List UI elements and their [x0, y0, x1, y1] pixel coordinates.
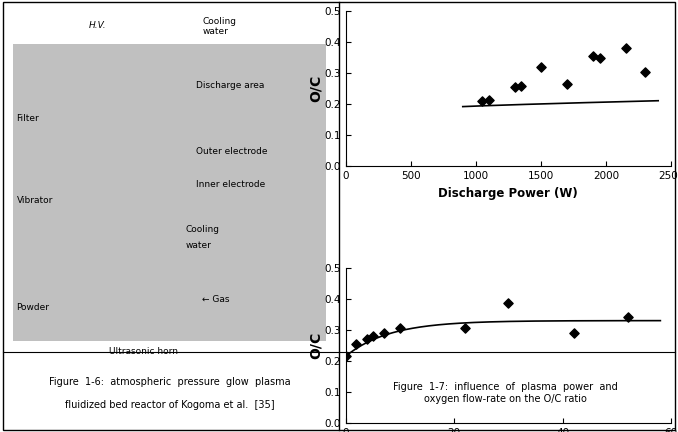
Text: water: water [186, 241, 212, 251]
Point [483, 96, 494, 103]
Text: fluidized bed reactor of Kogoma et al.  [35]: fluidized bed reactor of Kogoma et al. [… [65, 400, 275, 410]
Bar [14, 44, 326, 341]
Point [395, 325, 405, 332]
Text: Ultrasonic horn: Ultrasonic horn [109, 346, 178, 356]
Point [620, 44, 631, 51]
Text: Outer electrode: Outer electrode [196, 146, 267, 156]
Point [477, 98, 487, 105]
Point [568, 330, 579, 337]
Text: Vibrator: Vibrator [16, 196, 53, 205]
Point [362, 336, 373, 343]
Point [594, 54, 605, 61]
Point [351, 340, 362, 347]
Point [516, 82, 527, 89]
Point [588, 53, 599, 60]
Point [503, 300, 514, 307]
Text: Discharge area: Discharge area [196, 80, 264, 89]
Text: water: water [202, 27, 228, 36]
Y-axis label: O/C: O/C [308, 332, 323, 359]
Point [378, 330, 389, 337]
Point [460, 325, 471, 332]
Point [622, 314, 633, 321]
Text: Cooling: Cooling [202, 16, 236, 25]
Text: Cooling: Cooling [186, 225, 220, 234]
Text: H.V.: H.V. [89, 21, 107, 30]
Text: ← Gas: ← Gas [202, 295, 230, 304]
X-axis label: Discharge Power (W): Discharge Power (W) [439, 187, 578, 200]
Text: Figure  1-6:  atmospheric  pressure  glow  plasma: Figure 1-6: atmospheric pressure glow pl… [49, 377, 290, 387]
Point [367, 333, 378, 340]
Point [561, 80, 572, 87]
Point [509, 84, 520, 91]
Point [536, 64, 546, 70]
Text: Figure  1-7:  influence  of  plasma  power  and
oxygen flow-rate on the O/C rati: Figure 1-7: influence of plasma power an… [393, 382, 618, 404]
Y-axis label: O/C: O/C [308, 75, 323, 102]
Text: Filter: Filter [16, 114, 39, 123]
Text: Powder: Powder [16, 303, 49, 312]
Text: Inner electrode: Inner electrode [196, 180, 265, 189]
Point [340, 353, 351, 360]
Point [640, 68, 651, 75]
